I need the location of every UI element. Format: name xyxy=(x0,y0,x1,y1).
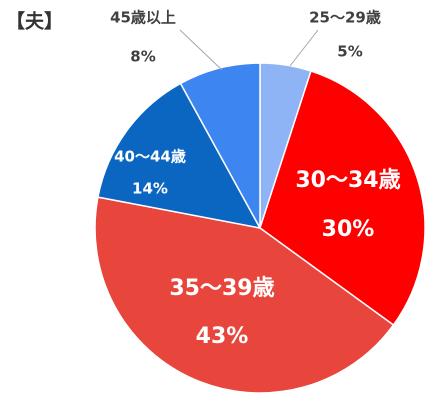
leader-line xyxy=(289,29,319,67)
pie-slice xyxy=(179,62,261,229)
pie-slice xyxy=(94,196,395,394)
slice-label: 40～44歳 xyxy=(114,148,186,166)
value-label: 43% xyxy=(196,324,249,349)
chart-title: 【夫】 xyxy=(6,10,63,33)
slice-label: 25～29歳 xyxy=(309,9,381,27)
pie-slice xyxy=(97,82,262,230)
value-label: 5% xyxy=(337,43,362,61)
value-label: 8% xyxy=(130,48,155,66)
slice-label: 45歳以上 xyxy=(110,9,176,27)
slice-label: 30～34歳 xyxy=(295,168,400,193)
leader-line xyxy=(179,29,223,71)
pie-slice xyxy=(259,70,426,327)
value-label: 30% xyxy=(322,217,375,242)
value-label: 14% xyxy=(132,180,168,198)
slice-label: 35～39歳 xyxy=(169,276,274,301)
